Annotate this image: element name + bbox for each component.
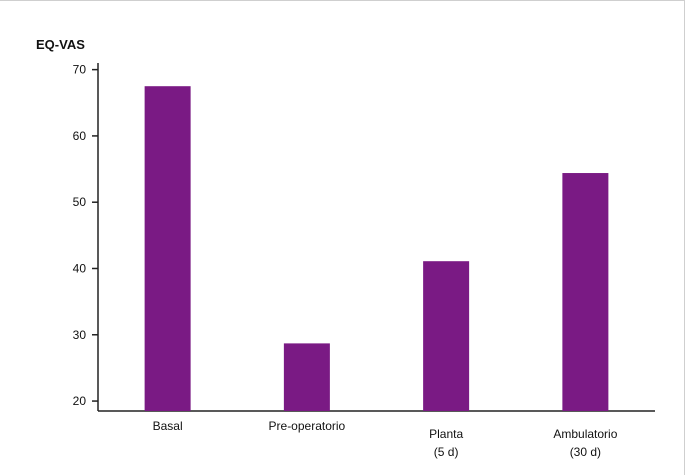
x-category-label: (30 d): [570, 445, 601, 459]
bar: [562, 173, 609, 411]
x-category-label: Ambulatorio: [553, 427, 617, 441]
bar: [423, 261, 470, 411]
bar: [144, 86, 191, 411]
x-category-label: (5 d): [434, 445, 459, 459]
x-category-label: Pre-operatorio: [269, 419, 346, 433]
y-axis-title: EQ-VAS: [36, 37, 85, 52]
bar: [283, 343, 330, 411]
y-tick-label: 70: [73, 63, 87, 77]
category-labels: Basal Pre-operatorio Planta (5 d) Ambulatori…: [153, 419, 618, 459]
y-tick-label: 60: [73, 129, 87, 143]
bars: [144, 86, 609, 411]
y-tick-label: 50: [73, 195, 87, 209]
y-axis: 20 30 40 50 60 70: [73, 63, 99, 411]
x-category-label: Basal: [153, 419, 183, 433]
y-tick-label: 30: [73, 328, 87, 342]
x-category-label: Planta: [429, 427, 463, 441]
y-tick-label: 20: [73, 394, 87, 408]
y-tick-label: 40: [73, 261, 87, 275]
